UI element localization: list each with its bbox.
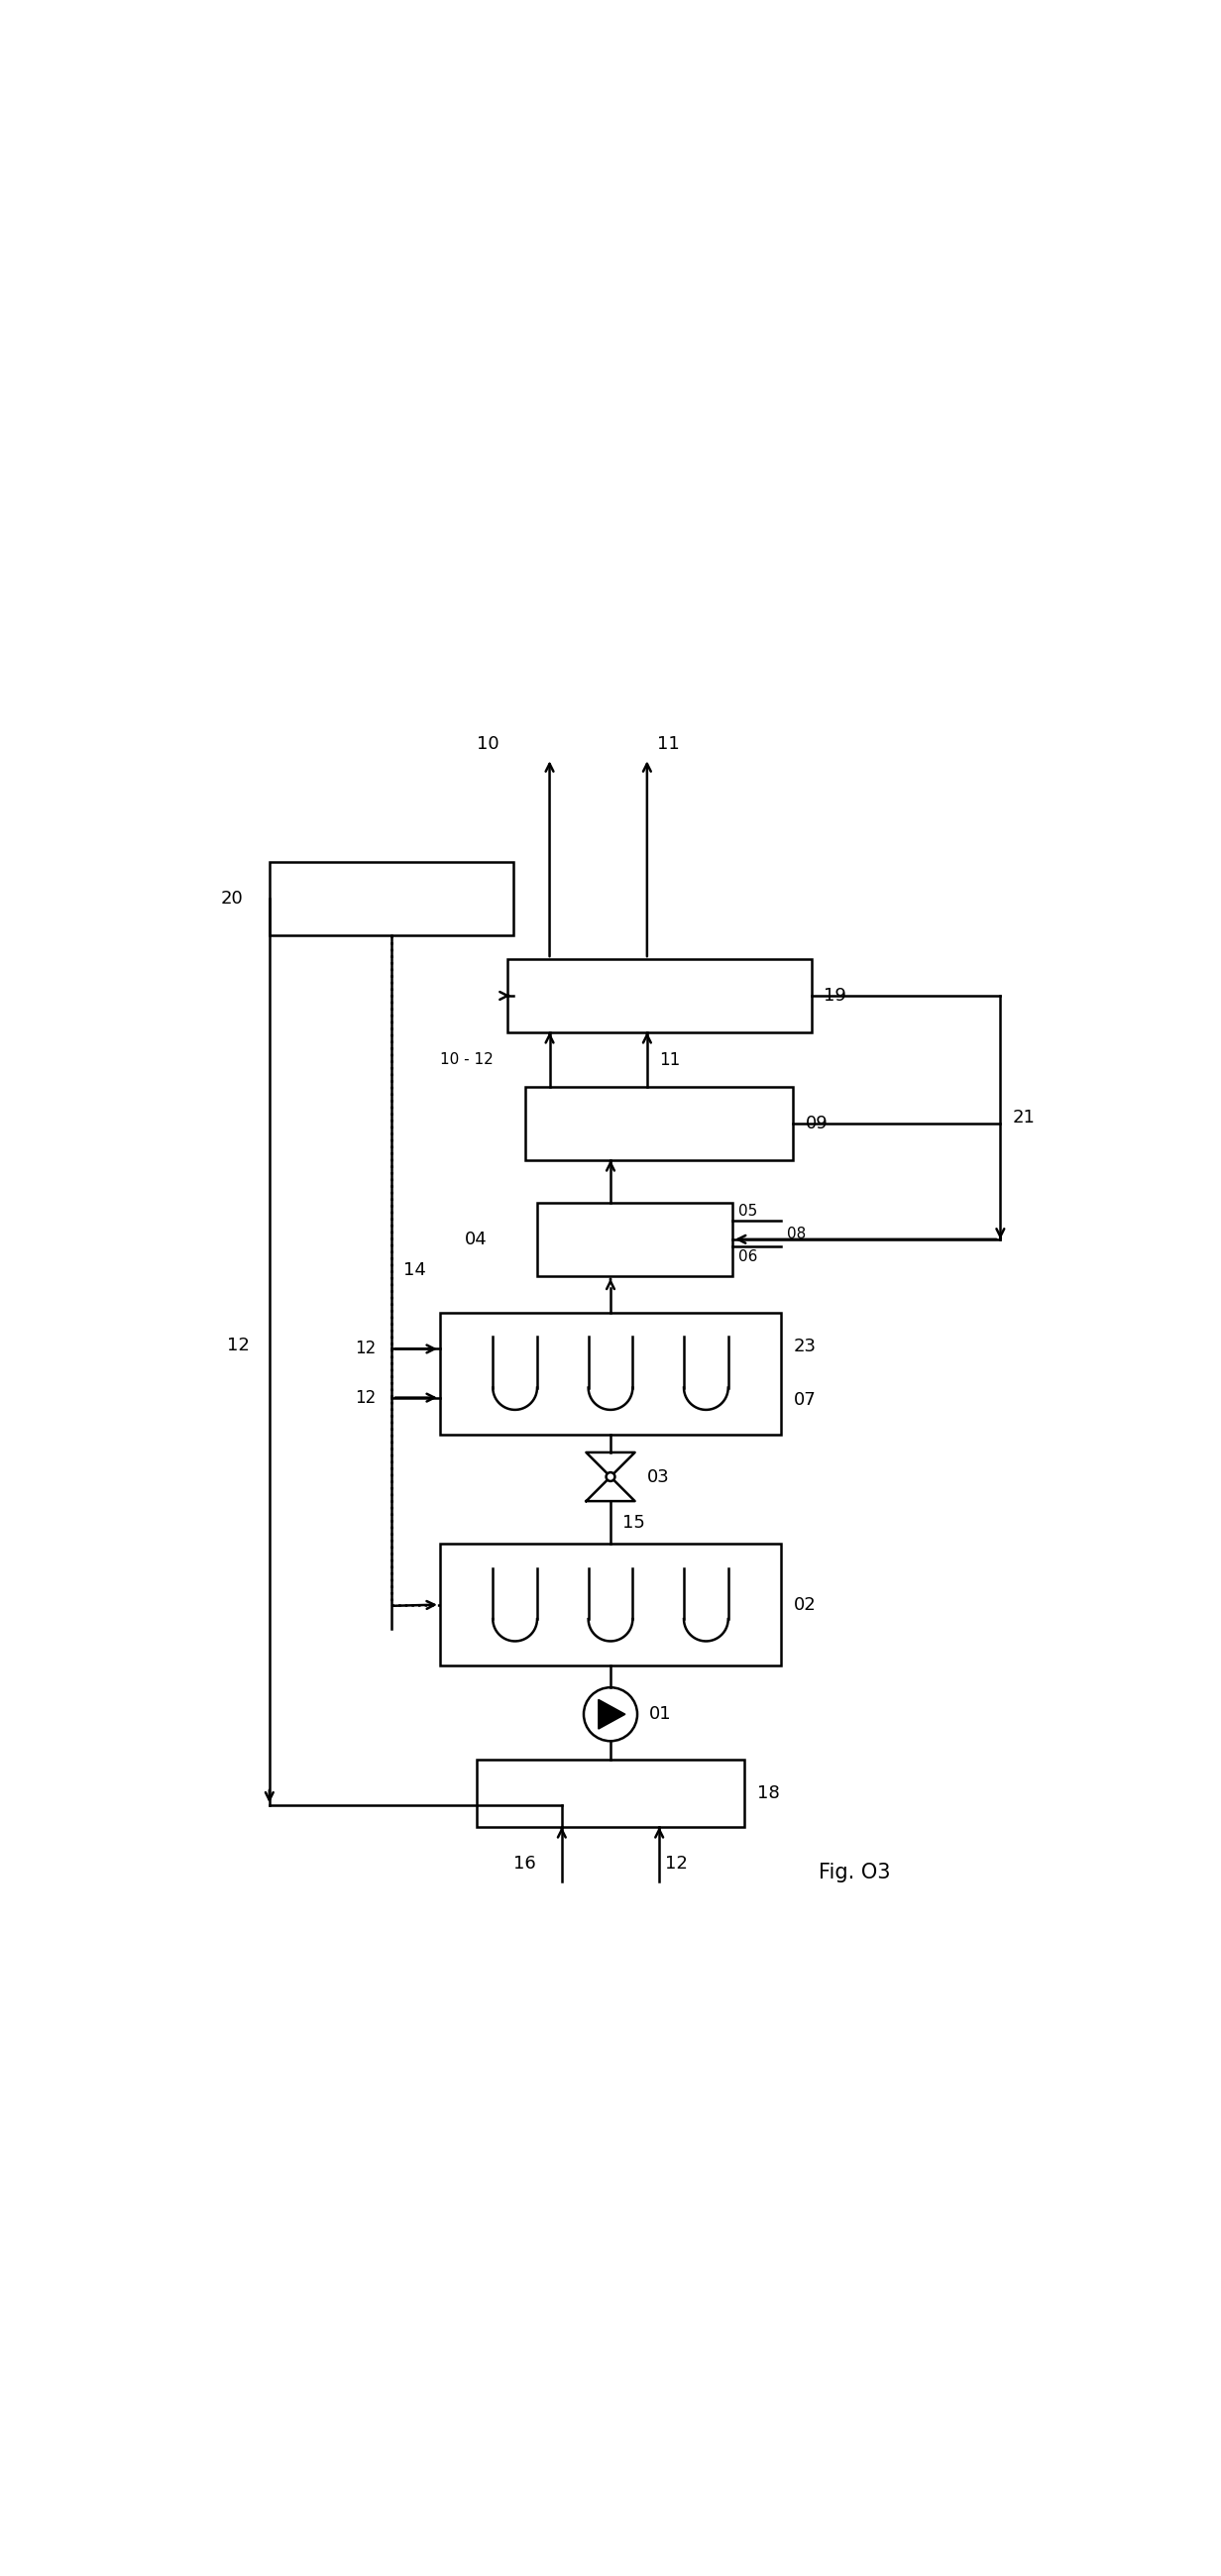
Text: 16: 16: [513, 1855, 536, 1873]
Text: 01: 01: [650, 1705, 672, 1723]
Text: 18: 18: [757, 1785, 779, 1803]
Bar: [270, 863, 513, 935]
Text: Fig. O3: Fig. O3: [818, 1862, 890, 1883]
Bar: [537, 1203, 733, 1275]
Bar: [525, 1087, 794, 1159]
Text: 10: 10: [476, 734, 499, 752]
Text: 03: 03: [647, 1468, 669, 1486]
Text: 20: 20: [221, 889, 243, 907]
Text: 05: 05: [739, 1203, 757, 1218]
Text: 12: 12: [354, 1340, 376, 1358]
Text: 23: 23: [794, 1337, 816, 1355]
Text: 12: 12: [227, 1337, 249, 1355]
Text: 08: 08: [788, 1226, 806, 1242]
Bar: [476, 1759, 745, 1826]
Text: 12: 12: [354, 1388, 376, 1406]
Text: 12: 12: [665, 1855, 687, 1873]
Text: 06: 06: [739, 1249, 757, 1265]
Polygon shape: [598, 1700, 625, 1728]
Circle shape: [606, 1473, 615, 1481]
Text: 14: 14: [403, 1260, 426, 1278]
Text: 09: 09: [806, 1115, 828, 1133]
Text: 10 - 12: 10 - 12: [440, 1051, 493, 1066]
Text: 21: 21: [1012, 1108, 1035, 1126]
Text: 19: 19: [824, 987, 846, 1005]
Text: 11: 11: [659, 1051, 680, 1069]
Text: 02: 02: [794, 1595, 816, 1613]
Text: 11: 11: [657, 734, 679, 752]
Bar: [440, 1311, 781, 1435]
Bar: [507, 958, 812, 1033]
Bar: [440, 1543, 781, 1667]
Text: 15: 15: [623, 1515, 646, 1530]
Circle shape: [584, 1687, 637, 1741]
Text: 04: 04: [464, 1231, 487, 1249]
Text: 07: 07: [794, 1391, 816, 1409]
